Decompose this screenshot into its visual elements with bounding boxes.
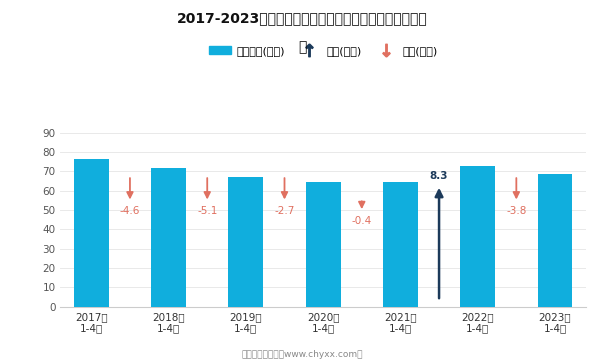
Bar: [228, 177, 263, 307]
Text: -2.7: -2.7: [274, 206, 295, 216]
Text: 图: 图: [298, 40, 306, 54]
Text: -3.8: -3.8: [506, 206, 527, 216]
Bar: [383, 182, 418, 307]
Bar: [460, 166, 495, 307]
Legend: 出口货值(亿元), 增加(亿元), 减少(亿元): 出口货值(亿元), 增加(亿元), 减少(亿元): [208, 46, 438, 56]
Text: 8.3: 8.3: [430, 171, 448, 181]
Text: -0.4: -0.4: [352, 216, 372, 226]
Bar: [306, 182, 341, 307]
Text: 2017-2023年全国酒、饮料和精制茶制造业出口货值统计: 2017-2023年全国酒、饮料和精制茶制造业出口货值统计: [176, 11, 428, 25]
Text: -5.1: -5.1: [197, 206, 217, 216]
Text: 制图：智研咨询（www.chyxx.com）: 制图：智研咨询（www.chyxx.com）: [241, 350, 363, 359]
Bar: [151, 168, 186, 307]
Text: -4.6: -4.6: [120, 206, 140, 216]
Bar: [74, 159, 109, 307]
Bar: [538, 174, 573, 307]
